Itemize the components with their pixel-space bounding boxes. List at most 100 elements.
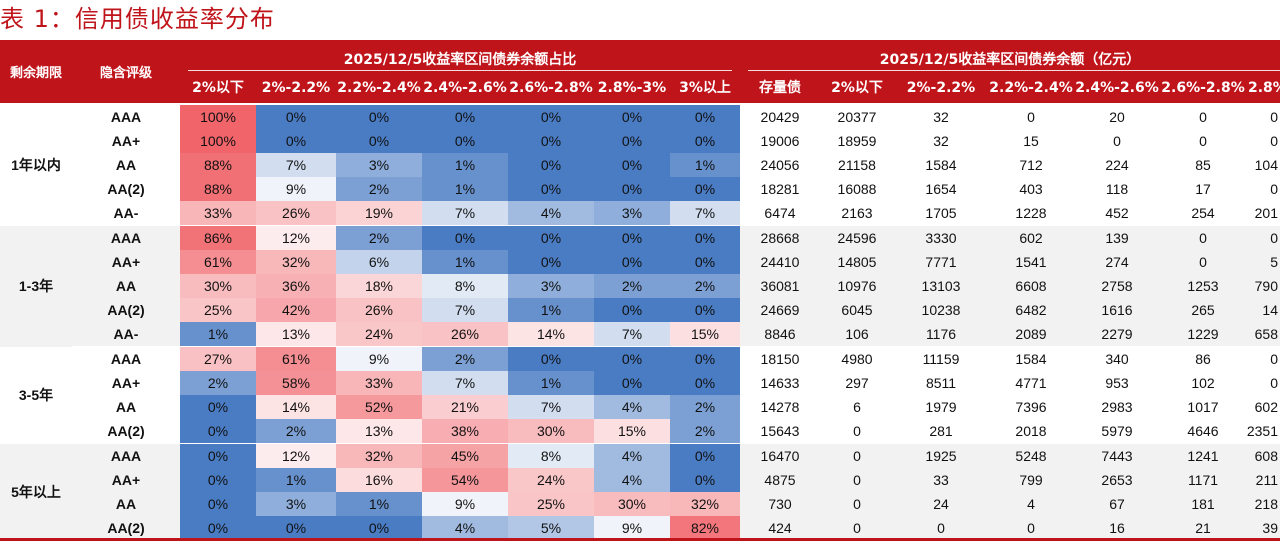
share-bucket-header: 2.4%-2.6% bbox=[423, 80, 507, 96]
share-cell: 3% bbox=[256, 492, 336, 516]
share-cell: 12% bbox=[256, 443, 336, 468]
amount-cell: 17 bbox=[1160, 177, 1246, 201]
share-cell: 13% bbox=[256, 322, 336, 347]
amount-cell: 14633 bbox=[740, 371, 820, 395]
share-cell: 0% bbox=[670, 298, 740, 322]
share-cell: 12% bbox=[256, 225, 336, 250]
amount-cell: 11159 bbox=[894, 346, 988, 371]
share-cell: 9% bbox=[422, 492, 508, 516]
amount-cell: 24596 bbox=[820, 225, 894, 250]
amount-cell: 790 bbox=[1246, 274, 1280, 298]
share-cell: 2% bbox=[180, 371, 256, 395]
share-cell: 52% bbox=[336, 395, 422, 419]
table-row: AA(2) 0% 0% 0% 4% 5% 9% 82% 424 0 0 0 16 21 39 bbox=[0, 516, 1280, 541]
amount-cell: 16 bbox=[1074, 516, 1160, 541]
table-row: AA 30% 36% 18% 8% 3% 2% 2% 36081 10976 13103 6608 27… bbox=[0, 274, 1280, 298]
share-cell: 4% bbox=[422, 516, 508, 541]
share-cell: 7% bbox=[594, 322, 670, 347]
rating-cell: AA bbox=[72, 492, 180, 516]
table-row: 1-3年 AAA 86% 12% 2% 0% 0% 0% 0% 28668 24596 3330 602… bbox=[0, 225, 1280, 347]
amount-cell: 0 bbox=[820, 468, 894, 492]
share-cell: 0% bbox=[256, 516, 336, 541]
table-row: AA- 1% 13% 24% 26% 14% 7% 15% 8846 106 1176 2089 227… bbox=[0, 322, 1280, 347]
amount-cell: 0 bbox=[1246, 371, 1280, 395]
share-cell: 0% bbox=[256, 105, 336, 129]
header-divider bbox=[188, 70, 732, 71]
share-cell: 61% bbox=[256, 346, 336, 371]
share-cell: 0% bbox=[256, 129, 336, 153]
share-cell: 14% bbox=[508, 322, 594, 347]
amount-cell: 0 bbox=[1246, 105, 1280, 129]
term-cell: 5年以上 bbox=[0, 443, 72, 541]
amount-cell: 24056 bbox=[740, 153, 820, 177]
header-share-group: 2025/12/5收益率区间债券余额占比 bbox=[343, 52, 577, 68]
amount-cell: 201 bbox=[1246, 201, 1280, 226]
amount-cell: 20377 bbox=[820, 105, 894, 129]
amount-cell: 2653 bbox=[1074, 468, 1160, 492]
amount-cell: 1229 bbox=[1160, 322, 1246, 347]
share-cell: 5% bbox=[508, 516, 594, 541]
amount-cell: 1584 bbox=[988, 346, 1074, 371]
share-cell: 4% bbox=[508, 201, 594, 226]
amount-cell: 1253 bbox=[1160, 274, 1246, 298]
amount-cell: 2163 bbox=[820, 201, 894, 226]
share-cell: 88% bbox=[180, 153, 256, 177]
share-cell: 100% bbox=[180, 105, 256, 129]
amount-cell: 6482 bbox=[988, 298, 1074, 322]
amount-cell: 340 bbox=[1074, 346, 1160, 371]
amount-cell: 14 bbox=[1246, 298, 1280, 322]
share-cell: 24% bbox=[508, 468, 594, 492]
rating-cell: AAA bbox=[110, 109, 142, 125]
amount-cell: 85 bbox=[1160, 153, 1246, 177]
share-cell: 7% bbox=[670, 201, 740, 226]
share-cell: 26% bbox=[422, 322, 508, 347]
share-cell: 0% bbox=[180, 516, 256, 541]
amount-column-header: 2%以下 bbox=[831, 80, 883, 96]
amount-cell: 602 bbox=[988, 225, 1074, 250]
amount-cell: 5248 bbox=[988, 443, 1074, 468]
share-cell: 3% bbox=[594, 201, 670, 226]
share-cell: 0% bbox=[670, 346, 740, 371]
rating-cell: AA bbox=[72, 274, 180, 298]
share-cell: 1% bbox=[336, 492, 422, 516]
amount-cell: 2351 bbox=[1246, 419, 1280, 444]
amount-cell: 953 bbox=[1074, 371, 1160, 395]
share-cell: 0% bbox=[594, 105, 670, 129]
share-cell: 25% bbox=[508, 492, 594, 516]
amount-cell: 0 bbox=[1160, 129, 1246, 153]
amount-cell: 21 bbox=[1160, 516, 1246, 541]
amount-cell: 21158 bbox=[820, 153, 894, 177]
amount-cell: 1705 bbox=[894, 201, 988, 226]
amount-cell: 1171 bbox=[1160, 468, 1246, 492]
amount-cell: 104 bbox=[1246, 153, 1280, 177]
share-cell: 4% bbox=[594, 395, 670, 419]
amount-column-header: 2%-2.2% bbox=[906, 80, 976, 96]
share-cell: 15% bbox=[594, 419, 670, 444]
share-cell: 19% bbox=[336, 201, 422, 226]
share-cell: 0% bbox=[180, 443, 256, 468]
amount-cell: 2089 bbox=[988, 322, 1074, 347]
bottom-rule bbox=[0, 538, 1280, 541]
amount-cell: 2018 bbox=[988, 419, 1074, 444]
share-cell: 8% bbox=[508, 443, 594, 468]
amount-cell: 5 bbox=[1246, 250, 1280, 274]
amount-cell: 10976 bbox=[820, 274, 894, 298]
share-cell: 0% bbox=[670, 443, 740, 468]
table-row: AA 0% 14% 52% 21% 7% 4% 2% 14278 6 1979 7396 2983 101… bbox=[0, 395, 1280, 419]
amount-cell: 0 bbox=[820, 492, 894, 516]
header-amount-group: 2025/12/5收益率区间债券余额（亿元） bbox=[879, 52, 1141, 68]
amount-cell: 218 bbox=[1246, 492, 1280, 516]
amount-cell: 0 bbox=[1246, 225, 1280, 250]
amount-cell: 1616 bbox=[1074, 298, 1160, 322]
share-cell: 88% bbox=[180, 177, 256, 201]
amount-cell: 33 bbox=[894, 468, 988, 492]
share-cell: 0% bbox=[180, 419, 256, 444]
share-cell: 4% bbox=[594, 443, 670, 468]
share-cell: 7% bbox=[508, 395, 594, 419]
share-cell: 18% bbox=[336, 274, 422, 298]
share-cell: 0% bbox=[594, 153, 670, 177]
share-cell: 38% bbox=[422, 419, 508, 444]
share-cell: 32% bbox=[336, 443, 422, 468]
header-term: 剩余期限 bbox=[9, 66, 62, 81]
amount-cell: 139 bbox=[1074, 225, 1160, 250]
